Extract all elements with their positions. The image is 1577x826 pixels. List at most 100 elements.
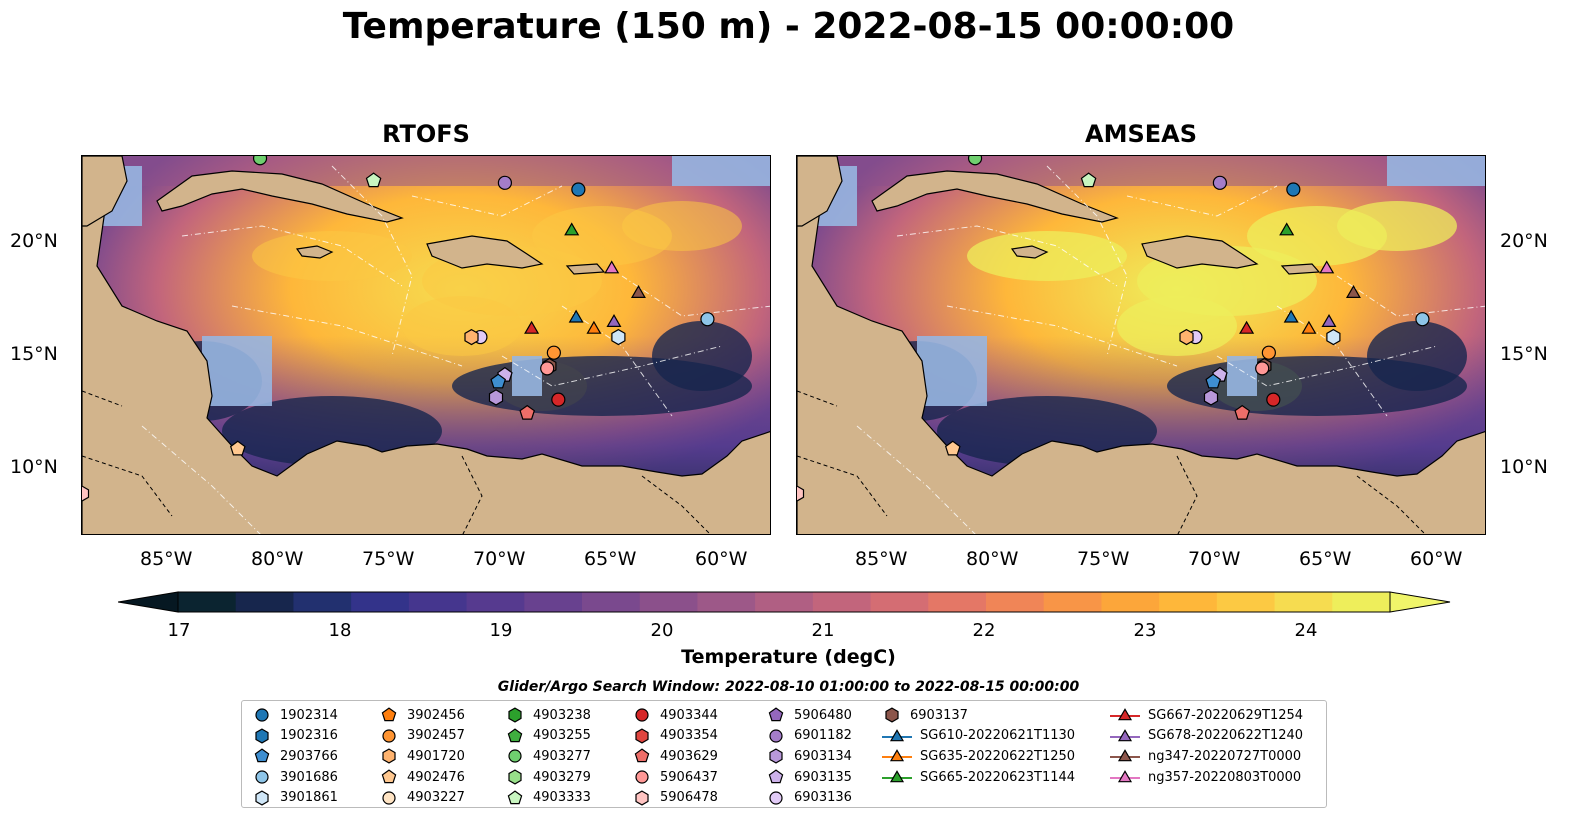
lon-label-75w: 75°W bbox=[362, 548, 415, 570]
lon-label-85w-b: 85°W bbox=[855, 548, 908, 570]
legend-marker bbox=[768, 707, 784, 722]
marker-4903344 bbox=[1266, 392, 1281, 407]
legend-item-label: 5906480 bbox=[794, 707, 852, 723]
legend-item-label: 4903227 bbox=[407, 790, 465, 806]
legend-marker bbox=[634, 748, 650, 763]
marker-5906437 bbox=[1255, 361, 1270, 376]
legend-title: Glider/Argo Search Window: 2022-08-10 01… bbox=[497, 679, 1080, 695]
legend-item: 4903354 bbox=[632, 726, 718, 747]
legend-item-label: 3902456 bbox=[407, 707, 465, 723]
lon-label-85w: 85°W bbox=[140, 548, 193, 570]
land bbox=[82, 156, 770, 534]
legend-marker bbox=[508, 707, 522, 723]
eez-boundaries bbox=[141, 165, 770, 534]
legend-item: 4903277 bbox=[505, 746, 591, 767]
cbar-segment bbox=[1101, 592, 1160, 612]
marker-3901861 bbox=[611, 328, 626, 346]
cbar-tick-22: 22 bbox=[972, 620, 996, 641]
marker-6901182 bbox=[1212, 175, 1228, 190]
marker-2903766 bbox=[1205, 373, 1222, 389]
cbar-segment bbox=[178, 592, 237, 612]
marker-6901182 bbox=[497, 175, 513, 190]
map-amseas[interactable] bbox=[796, 155, 1486, 535]
legend-item-label: 4903279 bbox=[533, 769, 591, 785]
marker-2903766 bbox=[490, 373, 507, 389]
legend-item: 4903227 bbox=[379, 787, 465, 808]
colorbar-label: Temperature (degC) bbox=[681, 646, 896, 668]
marker-SG635-20220622T1250 bbox=[586, 320, 602, 334]
lon-label-80w: 80°W bbox=[251, 548, 304, 570]
lon-label-75w-b: 75°W bbox=[1077, 548, 1130, 570]
cbar-segment bbox=[582, 592, 641, 612]
marker-4903333 bbox=[365, 172, 382, 188]
legend-item: 4903344 bbox=[632, 705, 718, 726]
legend-item: 4903255 bbox=[505, 726, 591, 747]
cbar-tick-17: 17 bbox=[167, 620, 191, 641]
lat-label-10n-right: 10°N bbox=[1500, 456, 1548, 478]
lat-label-10n: 10°N bbox=[10, 456, 58, 478]
legend-column: 4903344 4903354 4903629 5906437 5906478 bbox=[632, 705, 718, 808]
pentagon-icon bbox=[634, 748, 650, 763]
cbar-under-arrow bbox=[118, 591, 179, 613]
legend-marker bbox=[1117, 749, 1133, 762]
country-borders bbox=[82, 390, 711, 534]
lat-label-20n: 20°N bbox=[10, 230, 58, 252]
triangle-icon bbox=[882, 749, 912, 762]
figure-title: Temperature (150 m) - 2022-08-15 00:00:0… bbox=[342, 6, 1235, 47]
legend-item: SG665-20220623T1144 bbox=[882, 767, 1075, 788]
country-borders bbox=[797, 390, 1426, 534]
hexagon-icon bbox=[382, 748, 396, 765]
lon-label-65w: 65°W bbox=[584, 548, 637, 570]
marker-5906478 bbox=[82, 485, 90, 502]
legend-item: 4901720 bbox=[379, 746, 465, 767]
map-rtofs[interactable] bbox=[81, 155, 771, 535]
marker-SG610-20220621T1130 bbox=[568, 309, 584, 323]
legend-marker bbox=[255, 770, 269, 784]
legend-column: 3902456 3902457 4901720 4902476 4903227 bbox=[379, 705, 465, 808]
legend-marker bbox=[255, 790, 269, 806]
legend-column: SG667-20220629T1254 SG678-20220622T1240 ng… bbox=[1110, 705, 1303, 787]
lon-label-65w-b: 65°W bbox=[1299, 548, 1352, 570]
cbar-tick-23: 23 bbox=[1133, 620, 1157, 641]
legend-item-label: 1902314 bbox=[280, 707, 338, 723]
hexagon-icon bbox=[635, 790, 649, 806]
cbar-segment bbox=[870, 592, 929, 612]
triangle-icon bbox=[1110, 770, 1140, 783]
legend-marker bbox=[508, 749, 522, 764]
marker-3901686 bbox=[1415, 312, 1430, 327]
legend-item-label: 6901182 bbox=[794, 728, 852, 744]
legend-item-label: 2903766 bbox=[280, 748, 338, 764]
legend-item-label: 4903344 bbox=[660, 707, 718, 723]
legend-item: 1902316 bbox=[252, 726, 338, 747]
legend-item: 6903137 bbox=[882, 705, 1075, 726]
legend-item-label: 3901686 bbox=[280, 769, 338, 785]
legend-item: 5906480 bbox=[766, 705, 852, 726]
legend-marker bbox=[889, 749, 905, 762]
lat-label-20n-right: 20°N bbox=[1500, 230, 1548, 252]
legend-marker bbox=[381, 769, 397, 784]
legend-item: 6903136 bbox=[766, 787, 852, 808]
legend-item: ng357-20220803T0000 bbox=[1110, 767, 1303, 788]
legend-item: 4903629 bbox=[632, 746, 718, 767]
marker-SG665-20220623T1144 bbox=[564, 222, 580, 236]
legend-marker bbox=[382, 729, 396, 743]
hexagon-icon bbox=[635, 728, 649, 744]
cbar-segment bbox=[408, 592, 468, 612]
cbar-segment bbox=[1274, 592, 1333, 612]
marker-4901720 bbox=[464, 328, 479, 346]
legend-marker bbox=[768, 769, 784, 784]
cbar-segment bbox=[1159, 592, 1218, 612]
cbar-tick-18: 18 bbox=[328, 620, 352, 641]
cbar-segment bbox=[1216, 592, 1276, 612]
legend-item-label: 4901720 bbox=[407, 748, 465, 764]
observation-markers bbox=[82, 156, 715, 502]
triangle-icon bbox=[882, 728, 912, 742]
legend-marker bbox=[889, 770, 905, 783]
lon-label-60w-b: 60°W bbox=[1410, 548, 1463, 570]
circle-icon bbox=[508, 749, 522, 764]
cbar-segment bbox=[1332, 592, 1391, 612]
cbar-segment bbox=[986, 592, 1045, 612]
lon-label-70w: 70°W bbox=[473, 548, 526, 570]
legend-item: 6903135 bbox=[766, 767, 852, 788]
land bbox=[797, 156, 1485, 534]
